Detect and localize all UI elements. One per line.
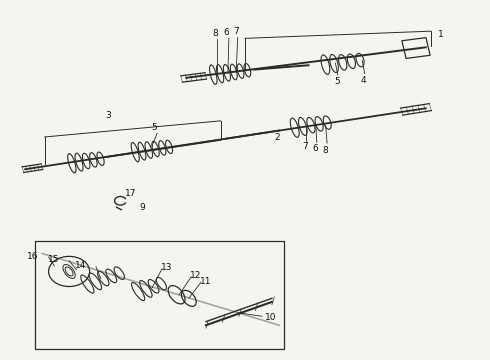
Text: 16: 16 <box>27 252 39 261</box>
Text: 10: 10 <box>265 313 276 322</box>
Text: 17: 17 <box>125 189 137 198</box>
Text: 15: 15 <box>48 255 59 264</box>
Text: 7: 7 <box>302 142 308 151</box>
Text: 9: 9 <box>140 203 145 212</box>
Text: 12: 12 <box>190 271 202 280</box>
Text: 8: 8 <box>213 29 219 38</box>
Text: 4: 4 <box>361 76 367 85</box>
Text: 2: 2 <box>274 133 280 142</box>
Text: 13: 13 <box>161 264 172 273</box>
Text: 11: 11 <box>200 276 212 285</box>
Text: 5: 5 <box>334 77 340 86</box>
Text: 5: 5 <box>152 123 157 132</box>
Text: 6: 6 <box>223 28 229 37</box>
Text: 3: 3 <box>105 111 111 120</box>
Text: 14: 14 <box>75 261 86 270</box>
Text: 1: 1 <box>438 30 444 39</box>
Bar <box>35 241 284 348</box>
Text: 6: 6 <box>313 144 318 153</box>
Text: 7: 7 <box>233 27 239 36</box>
Text: 8: 8 <box>323 145 328 154</box>
